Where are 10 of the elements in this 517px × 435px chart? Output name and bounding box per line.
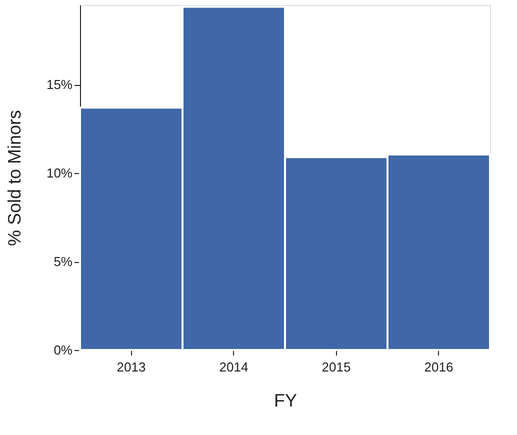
x-tick-label: 2015 <box>322 360 351 374</box>
y-tick-label: 5% <box>54 254 73 270</box>
x-tick-label: 2016 <box>424 360 454 374</box>
y-axis-title: % Sold to Minors <box>4 110 24 246</box>
x-axis-title: FY <box>274 390 298 410</box>
x-tick-label: 2013 <box>116 360 146 374</box>
x-tick-label: 2014 <box>219 360 248 374</box>
y-tick-label: 0% <box>54 342 73 358</box>
y-tick-label: 10% <box>46 166 73 181</box>
y-tick-label: 15% <box>46 77 73 92</box>
